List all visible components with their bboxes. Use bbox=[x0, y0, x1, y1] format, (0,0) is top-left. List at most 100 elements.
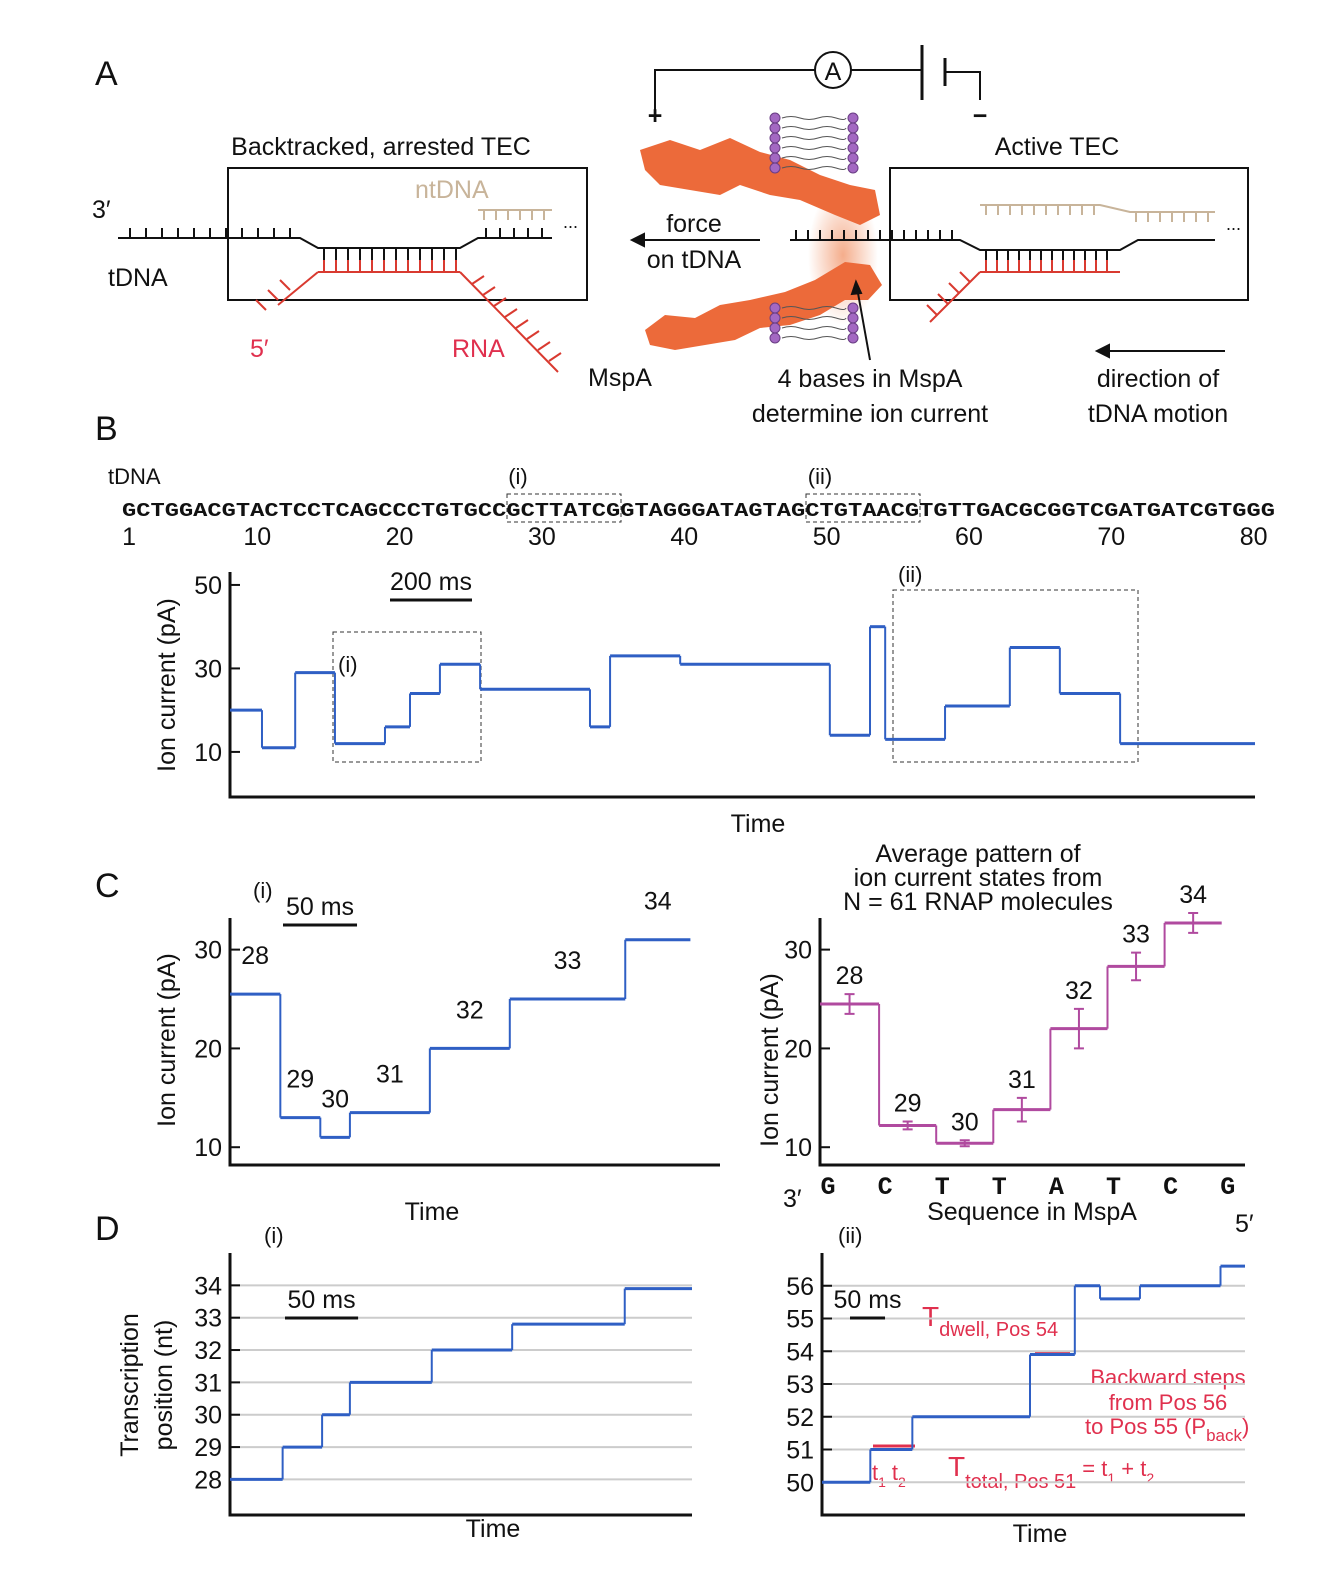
x-axis-label: Time bbox=[1013, 1520, 1068, 1548]
y-tick-label: 55 bbox=[786, 1306, 814, 1334]
scale-bar-label: 50 ms bbox=[833, 1286, 901, 1314]
state-label: 29 bbox=[894, 1090, 922, 1118]
y-tick-label: 28 bbox=[194, 1466, 222, 1494]
state-label: 31 bbox=[376, 1061, 404, 1089]
rna-strand bbox=[277, 271, 559, 373]
x-tick-label: T bbox=[935, 1173, 950, 1202]
label: Backtracked, arrested TEC bbox=[231, 133, 531, 161]
ammeter bbox=[814, 51, 852, 89]
label: (i) bbox=[264, 1223, 284, 1248]
label: Active TEC bbox=[995, 133, 1120, 161]
label: force bbox=[666, 210, 722, 238]
x-tick-label: A bbox=[1049, 1173, 1064, 1202]
annotation: Backward steps bbox=[1090, 1365, 1245, 1390]
box bbox=[506, 493, 622, 523]
label: ... bbox=[1226, 214, 1241, 234]
label: RNA bbox=[452, 335, 505, 363]
panel-label: C bbox=[95, 867, 120, 905]
lipid bbox=[781, 136, 847, 140]
panel-a bbox=[118, 45, 1249, 373]
error-bar bbox=[959, 1139, 970, 1148]
y-tick-label: 10 bbox=[194, 739, 222, 767]
base bbox=[471, 275, 485, 285]
y-tick-label: 50 bbox=[194, 572, 222, 600]
state-label: 30 bbox=[321, 1085, 349, 1113]
box bbox=[805, 493, 921, 523]
position-label: 20 bbox=[386, 523, 414, 551]
lipid bbox=[781, 126, 847, 130]
y-tick-label: 31 bbox=[194, 1369, 222, 1397]
ntdna-strand bbox=[980, 204, 1215, 213]
y-axis-label: Ion current (pA) bbox=[756, 973, 784, 1147]
y-tick-label: 54 bbox=[786, 1338, 814, 1366]
circuit bbox=[654, 69, 981, 115]
label: 5′ bbox=[1235, 1210, 1254, 1238]
y-axis-label: Ion current (pA) bbox=[153, 598, 181, 772]
lipid-head bbox=[769, 302, 781, 314]
mspa bbox=[640, 138, 880, 225]
base bbox=[515, 319, 529, 329]
rna-strand bbox=[929, 271, 1120, 323]
lipid-head bbox=[847, 162, 859, 174]
axis bbox=[228, 918, 720, 1167]
x-tick-label: G bbox=[1220, 1173, 1235, 1202]
panel-label: A bbox=[95, 55, 118, 93]
chart-title: ion current states from bbox=[854, 864, 1103, 892]
y-tick-label: 30 bbox=[784, 937, 812, 965]
y-axis-label: Transcription bbox=[116, 1313, 144, 1457]
sequence: GCTGGACGTACTCCTCAGCCCTGTGCCGCTTATCGGTAGG… bbox=[122, 500, 1275, 522]
error-bar bbox=[1131, 951, 1142, 982]
lipid bbox=[781, 316, 847, 320]
y-tick-label: 30 bbox=[194, 937, 222, 965]
position-label: 40 bbox=[670, 523, 698, 551]
state-label: 30 bbox=[951, 1108, 979, 1136]
state-label: 31 bbox=[1008, 1066, 1036, 1094]
y-tick-label: 10 bbox=[194, 1134, 222, 1162]
error-bar bbox=[1016, 1096, 1027, 1123]
tdna-strand bbox=[790, 239, 1215, 251]
annotation: to Pos 55 (Pback) bbox=[1085, 1414, 1249, 1445]
x-axis-label: Time bbox=[731, 810, 786, 838]
mspa bbox=[645, 262, 882, 350]
base bbox=[959, 271, 971, 283]
panel-label: B bbox=[95, 410, 118, 448]
error-bar bbox=[1073, 1007, 1084, 1050]
lipid-head bbox=[769, 332, 781, 344]
base bbox=[267, 289, 279, 301]
base bbox=[504, 308, 518, 318]
box bbox=[332, 631, 482, 763]
base bbox=[493, 297, 507, 307]
y-tick-label: 20 bbox=[194, 1035, 222, 1063]
annotation: from Pos 56 bbox=[1109, 1390, 1228, 1415]
base bbox=[482, 286, 496, 296]
lipid-head bbox=[847, 312, 859, 324]
base bbox=[255, 299, 267, 311]
lipid-head bbox=[769, 122, 781, 134]
x-tick-label: C bbox=[1163, 1173, 1178, 1202]
lipid bbox=[781, 306, 847, 310]
base bbox=[537, 341, 551, 351]
lipid-head bbox=[769, 112, 781, 124]
label: ntDNA bbox=[415, 176, 489, 204]
box bbox=[889, 167, 1249, 301]
position-label: 1 bbox=[122, 523, 136, 551]
chart-title: Average pattern of bbox=[875, 840, 1080, 868]
position-label: 10 bbox=[243, 523, 271, 551]
state-label: 32 bbox=[1065, 977, 1093, 1005]
lipid-head bbox=[847, 142, 859, 154]
y-tick-label: 30 bbox=[194, 655, 222, 683]
annotation-bar bbox=[873, 1351, 1070, 1448]
lipid bbox=[781, 336, 847, 340]
base bbox=[526, 330, 540, 340]
label: tDNA bbox=[108, 264, 168, 292]
label: (i) bbox=[508, 464, 528, 489]
lipid-head bbox=[847, 122, 859, 134]
lipid bbox=[781, 116, 847, 120]
base bbox=[279, 279, 291, 291]
x-tick-label: G bbox=[820, 1173, 835, 1202]
error-bar bbox=[1188, 912, 1199, 934]
base bbox=[937, 293, 949, 305]
arrow bbox=[629, 232, 1225, 361]
error-bar bbox=[902, 1120, 913, 1131]
state-label: 34 bbox=[1179, 881, 1207, 909]
